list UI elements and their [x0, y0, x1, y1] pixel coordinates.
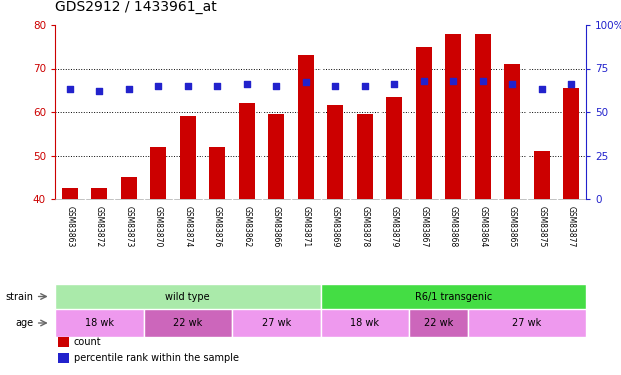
Text: GSM83864: GSM83864 [478, 206, 487, 247]
Point [507, 81, 517, 87]
Bar [150, 147, 166, 199]
Text: GSM83863: GSM83863 [65, 206, 75, 247]
Text: GSM83871: GSM83871 [301, 206, 310, 247]
Point [124, 86, 134, 92]
Bar [320, 284, 586, 309]
Bar [468, 309, 586, 337]
Text: GSM83868: GSM83868 [449, 206, 458, 247]
Text: GSM83862: GSM83862 [242, 206, 252, 247]
Text: 18 wk: 18 wk [84, 318, 114, 328]
Bar [356, 114, 373, 199]
Point [271, 83, 281, 89]
Text: GSM83869: GSM83869 [331, 206, 340, 247]
Text: 18 wk: 18 wk [350, 318, 379, 328]
Text: GSM83873: GSM83873 [124, 206, 134, 247]
Text: GSM83865: GSM83865 [508, 206, 517, 247]
Point [330, 83, 340, 89]
Text: GSM83876: GSM83876 [213, 206, 222, 247]
Point [419, 78, 428, 84]
Text: 27 wk: 27 wk [261, 318, 291, 328]
Point [242, 81, 252, 87]
Bar [297, 56, 314, 199]
Text: GSM83875: GSM83875 [537, 206, 546, 247]
Point [448, 78, 458, 84]
Text: GSM83870: GSM83870 [154, 206, 163, 247]
Bar [409, 309, 468, 337]
Point [212, 83, 222, 89]
Text: GSM83872: GSM83872 [95, 206, 104, 247]
Point [65, 86, 75, 92]
Point [94, 88, 104, 94]
Text: percentile rank within the sample: percentile rank within the sample [73, 353, 238, 363]
Text: GSM83867: GSM83867 [419, 206, 428, 247]
Point [537, 86, 546, 92]
Text: R6/1 transgenic: R6/1 transgenic [415, 291, 492, 302]
Point [389, 81, 399, 87]
Bar [563, 88, 579, 199]
Bar [474, 34, 491, 199]
Point [153, 83, 163, 89]
Bar [55, 309, 143, 337]
Text: wild type: wild type [165, 291, 210, 302]
Bar [61, 188, 78, 199]
Bar [415, 47, 432, 199]
Bar [120, 177, 137, 199]
Text: GSM83877: GSM83877 [567, 206, 576, 247]
Bar [327, 105, 343, 199]
Text: count: count [73, 338, 101, 347]
Point [478, 78, 487, 84]
Text: GSM83878: GSM83878 [360, 206, 369, 247]
Text: strain: strain [5, 291, 33, 302]
Bar [386, 97, 402, 199]
Bar [238, 103, 255, 199]
Bar [268, 114, 284, 199]
Text: GSM83866: GSM83866 [272, 206, 281, 247]
Bar [533, 151, 550, 199]
Text: 27 wk: 27 wk [512, 318, 542, 328]
Point [301, 80, 310, 86]
Text: 22 wk: 22 wk [173, 318, 202, 328]
Bar [232, 309, 320, 337]
Text: GDS2912 / 1433961_at: GDS2912 / 1433961_at [55, 0, 217, 14]
Bar [179, 116, 196, 199]
Bar [55, 284, 320, 309]
Text: age: age [15, 318, 33, 328]
Bar [209, 147, 225, 199]
Bar [504, 64, 520, 199]
Bar [58, 338, 70, 347]
Bar [58, 353, 70, 363]
Text: GSM83879: GSM83879 [390, 206, 399, 247]
Bar [445, 34, 461, 199]
Text: GSM83874: GSM83874 [183, 206, 193, 247]
Point [566, 81, 576, 87]
Point [360, 83, 369, 89]
Bar [91, 188, 107, 199]
Bar [320, 309, 409, 337]
Text: 22 wk: 22 wk [424, 318, 453, 328]
Bar [143, 309, 232, 337]
Point [183, 83, 193, 89]
